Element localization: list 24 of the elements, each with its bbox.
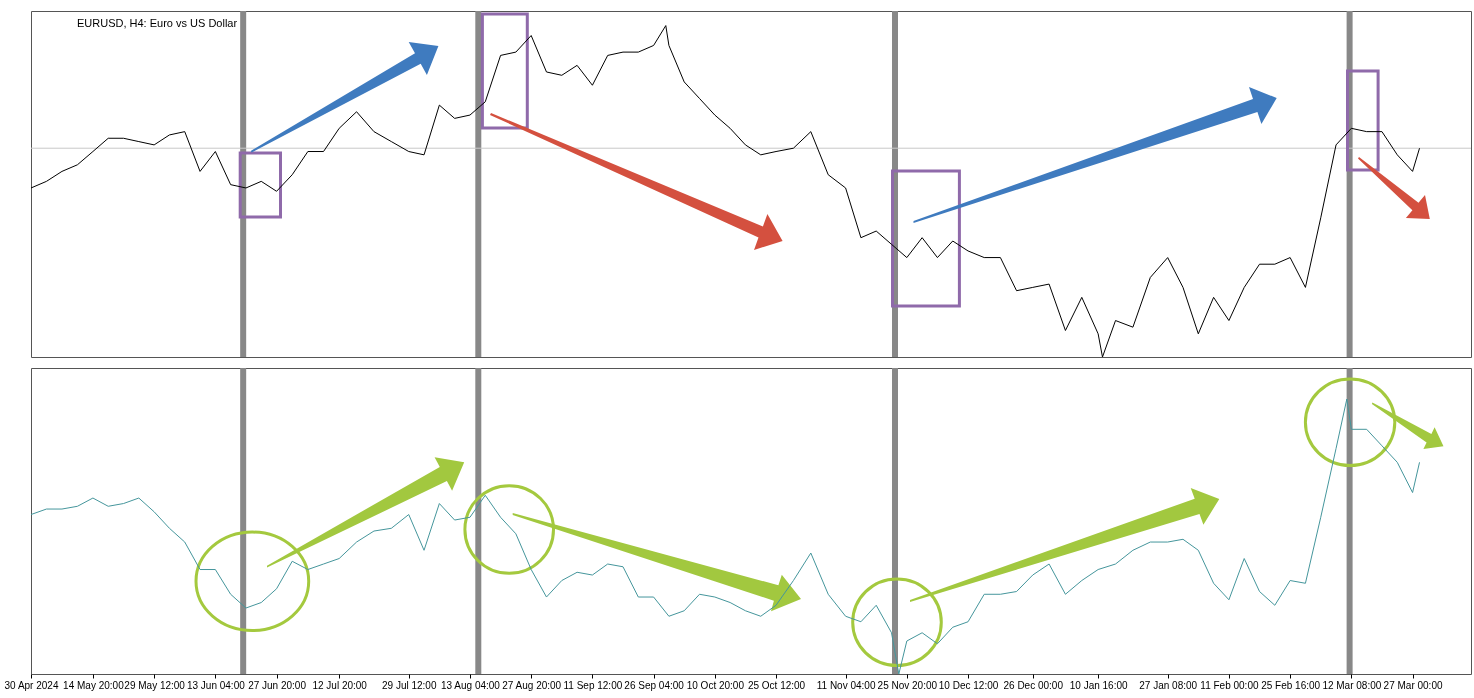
x-tick-label: 12 Mar 08:00 — [1322, 679, 1382, 691]
x-tick-label: 10 Oct 20:00 — [686, 679, 745, 691]
x-tick-label: 10 Jan 16:00 — [1069, 679, 1128, 691]
x-tick-label: 27 Aug 20:00 — [502, 679, 562, 691]
x-tick-label: 30 Apr 2024 — [4, 679, 59, 691]
x-tick-label: 25 Nov 20:00 — [877, 679, 938, 691]
x-tick-label: 26 Dec 00:00 — [1003, 679, 1064, 691]
x-tick-label: 11 Sep 12:00 — [563, 679, 623, 691]
x-tick-label: 29 May 12:00 — [124, 679, 186, 691]
x-tick-label: 26 Sep 04:00 — [624, 679, 685, 691]
x-tick-label: 11 Nov 04:00 — [816, 679, 876, 691]
x-tick-label: 13 Jun 04:00 — [186, 679, 246, 691]
x-tick-label: 14 May 20:00 — [63, 679, 125, 691]
x-tick-label: 25 Oct 12:00 — [747, 679, 806, 691]
x-tick-label: 27 Jun 20:00 — [248, 679, 307, 691]
x-tick-label: 27 Mar 00:00 — [1383, 679, 1443, 691]
x-tick-label: 25 Feb 16:00 — [1261, 679, 1321, 691]
x-tick-label: 27 Jan 08:00 — [1139, 679, 1198, 691]
x-tick-label: 12 Jul 20:00 — [312, 679, 368, 691]
chart-title: EURUSD, H4: Euro vs US Dollar — [77, 17, 238, 29]
x-tick-label: 13 Aug 04:00 — [440, 679, 501, 691]
x-tick-label: 29 Jul 12:00 — [381, 679, 437, 691]
x-tick-label: 11 Feb 00:00 — [1200, 679, 1259, 691]
x-tick-label: 10 Dec 12:00 — [938, 679, 999, 691]
